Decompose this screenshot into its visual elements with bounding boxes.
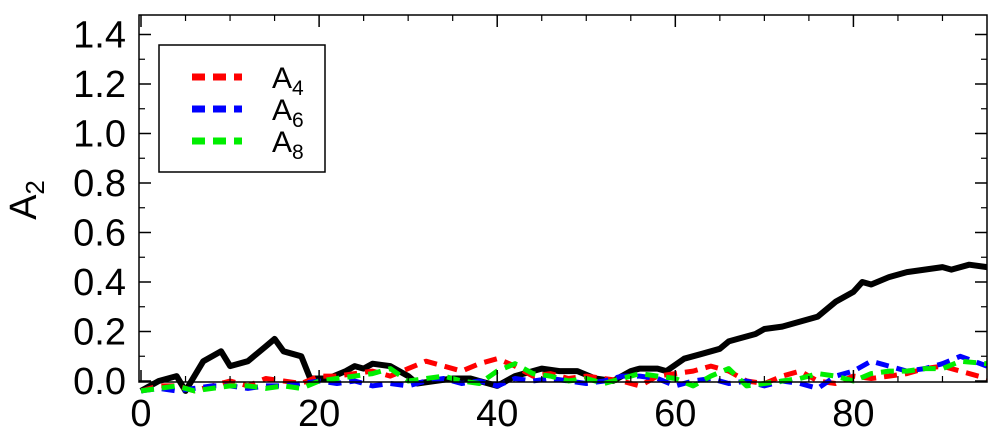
legend: A4 A6 A8 (158, 44, 326, 173)
series-line-a6 (140, 353, 988, 394)
y-tick-label: 0.0 (73, 361, 126, 403)
y-tick-label: 1.0 (73, 114, 126, 156)
x-tick-label: 0 (130, 393, 151, 435)
x-tick-label: 40 (476, 393, 518, 435)
series-line-a2 (139, 261, 988, 394)
y-tick-label: 0.2 (73, 312, 126, 354)
x-tick-label: 20 (298, 393, 340, 435)
y-tick-label: 0.6 (73, 213, 126, 255)
y-tick-label: 0.4 (73, 262, 126, 304)
y-axis-label-sub: 2 (20, 180, 50, 194)
series-layer (139, 261, 988, 394)
y-tick-label: 1.4 (73, 15, 126, 57)
y-axis-label-main: A (3, 194, 45, 220)
legend-label-a4: A4 (272, 62, 304, 100)
x-tick-label: 60 (654, 393, 696, 435)
y-tick-label: 0.8 (73, 163, 126, 205)
legend-label-a8: A8 (272, 126, 304, 164)
y-axis-label: A2 (3, 180, 50, 220)
plot-frame (138, 14, 988, 383)
x-tick-label: 80 (832, 393, 874, 435)
tick-layer (139, 15, 987, 382)
y-tick-label: 1.2 (73, 64, 126, 106)
y-tick-labels: 0.0 0.2 0.4 0.6 0.8 1.0 1.2 1.4 (73, 15, 126, 404)
x-tick-labels: 0 20 40 60 80 (130, 393, 874, 435)
legend-label-a6: A6 (272, 94, 304, 132)
